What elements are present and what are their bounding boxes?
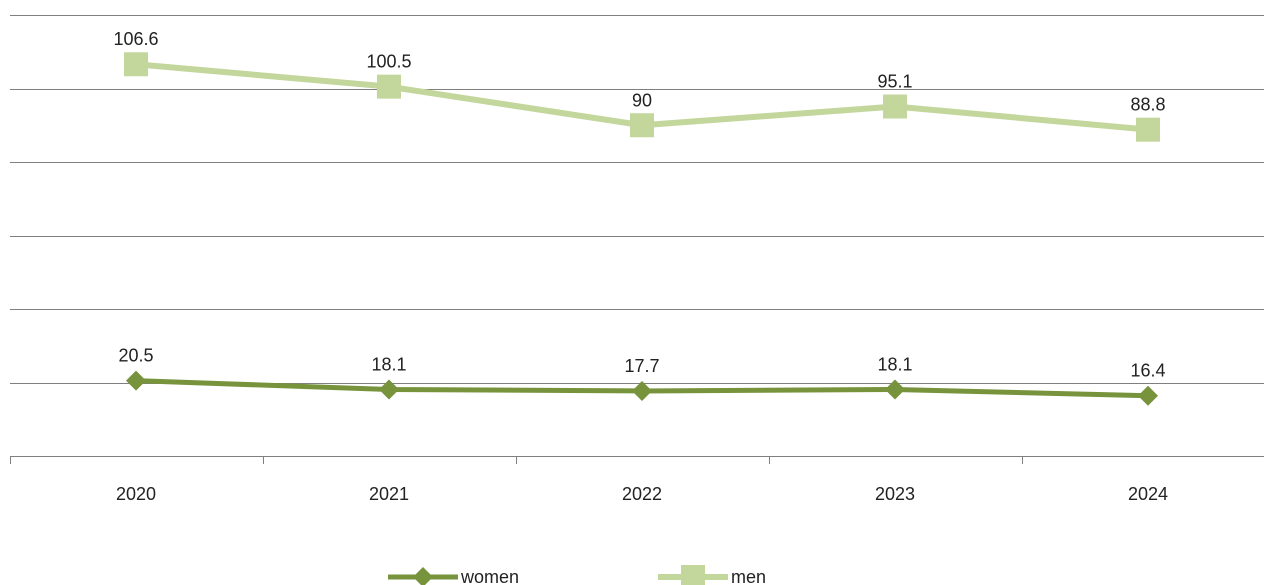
series-men: [124, 52, 1160, 142]
data-label-women: 17.7: [624, 356, 659, 376]
data-point-men: [1136, 117, 1160, 142]
x-tick-label: 2024: [1128, 484, 1168, 504]
data-point-men: [630, 113, 654, 138]
data-label-women: 20.5: [118, 346, 153, 366]
data-label-men: 106.6: [113, 29, 158, 49]
data-labels: 20.5 18.1 17.7 18.1 16.4 106.6 100.5 90 95.1 88.8: [113, 29, 1165, 380]
data-point-women: [632, 380, 652, 401]
data-point-women: [126, 370, 146, 391]
data-label-men: 95.1: [877, 72, 912, 92]
series-women: [126, 370, 1158, 406]
data-label-men: 90: [632, 90, 652, 110]
data-label-women: 18.1: [877, 354, 912, 374]
legend-label: men: [731, 567, 766, 585]
data-point-men: [883, 94, 907, 119]
legend-label: women: [460, 567, 519, 585]
data-point-women: [1138, 385, 1158, 406]
data-point-women: [379, 379, 399, 400]
x-tick-label: 2022: [622, 484, 662, 504]
data-point-women: [885, 379, 905, 400]
data-label-men: 88.8: [1130, 95, 1165, 115]
x-tick-label: 2020: [116, 484, 156, 504]
data-point-men: [124, 52, 148, 77]
legend-item-women: women: [388, 567, 519, 585]
x-axis: 2020 2021 2022 2023 2024: [10, 456, 1264, 504]
data-label-women: 18.1: [371, 354, 406, 374]
x-tick-label: 2021: [369, 484, 409, 504]
data-label-women: 16.4: [1130, 361, 1165, 381]
legend-marker: [413, 567, 433, 585]
legend-marker: [681, 565, 705, 585]
data-point-men: [377, 74, 401, 99]
legend-item-men: men: [658, 565, 766, 585]
legend: women men: [388, 565, 766, 585]
series-group: [124, 52, 1160, 406]
x-tick-label: 2023: [875, 484, 915, 504]
data-label-men: 100.5: [366, 52, 411, 72]
gridlines: [10, 15, 1264, 384]
